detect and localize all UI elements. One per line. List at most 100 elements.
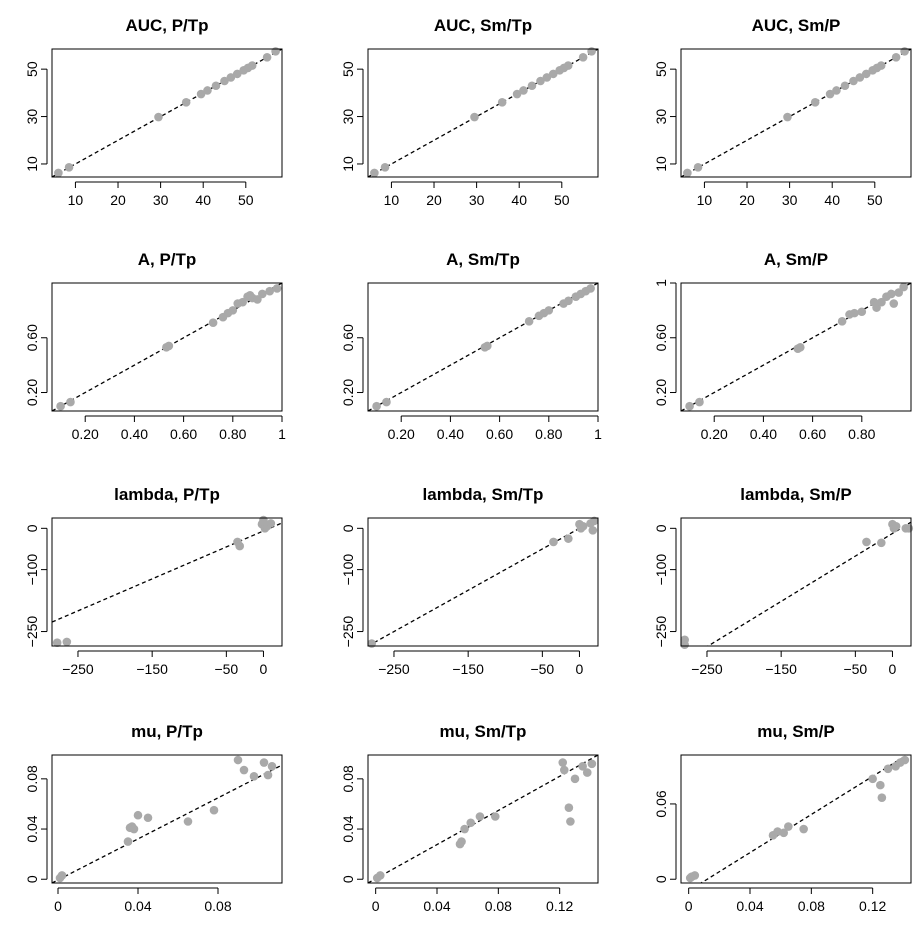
data-point: [779, 828, 789, 838]
data-point: [129, 824, 139, 834]
data-point: [894, 288, 904, 297]
data-point: [512, 89, 522, 99]
data-point: [849, 76, 858, 86]
data-point: [784, 822, 793, 831]
data-point: [247, 61, 257, 70]
data-point: [263, 770, 273, 780]
data-point: [887, 289, 896, 299]
x-tick-label: 0.04: [124, 898, 151, 914]
plot-box: [680, 517, 912, 647]
data-point: [271, 47, 280, 56]
data-point: [475, 812, 485, 821]
x-tick-label: 0: [260, 661, 268, 677]
plot-box: [367, 754, 599, 884]
data-point: [267, 761, 277, 771]
data-point: [578, 521, 588, 531]
data-point: [208, 318, 218, 328]
data-point: [519, 86, 528, 95]
data-point: [154, 112, 163, 122]
y-tick-label: 0.04: [24, 815, 40, 842]
y-tick-label: 0: [340, 524, 356, 532]
x-tick-label: 0.08: [798, 898, 825, 914]
x-tick-label: 20: [110, 192, 126, 208]
data-point: [370, 168, 379, 178]
panel-title: A, Sm/P: [764, 250, 828, 269]
x-tick-label: 0.12: [546, 898, 573, 914]
panel-12: mu, Sm/P 0 0.04 0.08 0.12 0 0.06: [653, 722, 912, 914]
x-tick-label: −150: [765, 661, 797, 677]
y-tick-label: 50: [340, 61, 356, 77]
x-tick-label: 0.20: [72, 426, 99, 442]
x-tick-label: 30: [153, 192, 169, 208]
x-tick-label: −250: [62, 661, 94, 677]
panel-6: A, Sm/P 0.20 0.40 0.60 0.80 0.20 0.60 1: [653, 250, 912, 442]
y-tick-label: 10: [340, 156, 356, 172]
data-point: [586, 284, 595, 293]
data-point: [891, 521, 901, 531]
y-tick-label: 30: [653, 109, 669, 125]
panel-4: A, P/Tp 0.20 0.40 0.60 0.80 1 0.20 0.60: [24, 250, 286, 442]
data-point: [228, 306, 238, 315]
y-tick-label: 30: [24, 109, 40, 125]
panel-3: AUC, Sm/P 10 20 30 40 50 10 30 50: [653, 16, 912, 208]
plot-box: [680, 48, 912, 178]
panel-7: lambda, P/Tp −250 −150 −50 0 0 −100 −250: [24, 485, 283, 677]
data-point: [262, 52, 272, 62]
x-tick-label: 10: [68, 192, 84, 208]
data-point: [876, 61, 886, 70]
x-tick-label: 0.40: [750, 426, 777, 442]
y-tick-label: 50: [24, 61, 40, 77]
panel-title: A, Sm/Tp: [446, 250, 520, 269]
data-point: [558, 758, 568, 767]
data-point: [796, 343, 805, 352]
reference-line: [52, 522, 282, 623]
y-tick-label: 0: [340, 875, 356, 883]
data-point: [457, 837, 466, 846]
x-tick-label: 0.08: [485, 898, 512, 914]
data-point: [559, 765, 569, 775]
x-tick-label: 1: [594, 426, 602, 442]
x-tick-label: 20: [739, 192, 755, 208]
panel-9: lambda, Sm/P −250 −150 −50 0 0 −100 −250: [653, 485, 914, 677]
panel-title: mu, P/Tp: [131, 722, 203, 741]
x-tick-label: 0: [576, 661, 584, 677]
data-point: [564, 803, 574, 813]
panel-5: A, Sm/Tp 0.20 0.40 0.60 0.80 1 0.20 0.60: [340, 250, 602, 442]
data-point: [232, 69, 242, 79]
data-point: [857, 307, 867, 317]
panel-title: AUC, Sm/Tp: [434, 16, 532, 35]
data-point: [900, 47, 909, 56]
data-point: [181, 98, 191, 107]
data-point: [460, 824, 469, 834]
data-point: [544, 306, 554, 315]
panel-title: mu, Sm/Tp: [440, 722, 527, 741]
data-point: [783, 112, 792, 122]
x-tick-label: 10: [697, 192, 713, 208]
x-tick-label: 0.08: [204, 898, 231, 914]
data-point: [375, 871, 385, 880]
plot-box: [680, 282, 912, 412]
data-point: [253, 295, 262, 304]
x-tick-label: 50: [867, 192, 883, 208]
data-point: [564, 296, 573, 306]
data-point: [164, 341, 174, 351]
y-tick-label: 10: [24, 156, 40, 172]
reference-line: [368, 518, 598, 646]
data-point: [799, 824, 808, 834]
data-point: [57, 871, 67, 880]
y-tick-label: 0.08: [24, 765, 40, 792]
y-tick-label: 1: [653, 279, 669, 287]
data-point: [239, 765, 249, 775]
data-point: [133, 810, 143, 820]
data-point: [235, 541, 245, 551]
plot-box: [51, 282, 283, 412]
data-point: [233, 755, 243, 765]
data-point: [527, 81, 537, 91]
data-point: [563, 61, 573, 70]
y-tick-label: 0.20: [340, 379, 356, 406]
data-point: [810, 98, 820, 107]
x-tick-label: −250: [691, 661, 723, 677]
x-tick-label: 30: [782, 192, 798, 208]
x-tick-label: 50: [554, 192, 570, 208]
